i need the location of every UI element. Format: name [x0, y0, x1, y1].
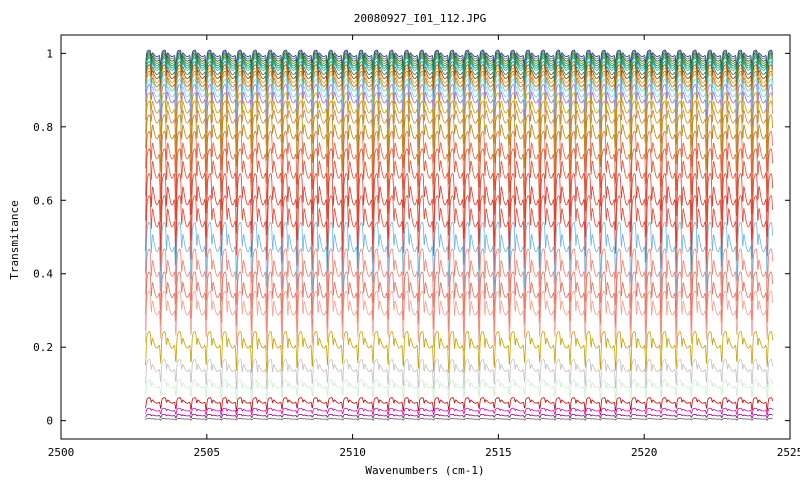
spectrum-series-line — [145, 413, 773, 419]
y-tick-label: 0.2 — [33, 341, 53, 354]
spectrum-series-line — [145, 51, 773, 71]
plot-frame — [60, 34, 791, 440]
y-tick-label: 1 — [46, 47, 53, 60]
spectrum-series-line — [145, 58, 773, 89]
x-tick-label: 2515 — [485, 446, 512, 459]
spectrum-series-line — [145, 407, 773, 416]
spectrum-series-line — [145, 359, 773, 390]
x-tick-label: 2500 — [48, 446, 75, 459]
spectrum-series-line — [145, 418, 773, 421]
x-tick-label: 2510 — [339, 446, 366, 459]
y-axis: 0 0.2 0.4 0.6 0.8 1 — [33, 47, 790, 428]
x-tick-label: 2505 — [194, 446, 221, 459]
spectrum-series-line — [145, 74, 773, 117]
spectrum-series-line — [145, 331, 773, 374]
spectrum-series-line — [145, 53, 773, 78]
spectrum-series-line — [145, 84, 773, 131]
x-axis-label: Wavenumbers (cm-1) — [365, 464, 484, 477]
y-tick-label: 0.8 — [33, 121, 53, 134]
spectrum-series-line — [145, 70, 773, 111]
spectrum-series-line — [145, 148, 773, 223]
spectrum-series-line — [145, 56, 773, 85]
spectrum-series-line — [145, 49, 773, 67]
chart-title: 20080927_I01_112.JPG — [354, 12, 486, 25]
spectrum-series-line — [145, 379, 773, 401]
spectrum-series-line — [145, 79, 773, 124]
spectrum-series-line — [145, 64, 773, 100]
spectrum-series-line — [145, 397, 773, 412]
x-tick-label: 2525 — [777, 446, 800, 459]
spectrum-series-line — [145, 67, 773, 105]
y-tick-label: 0.4 — [33, 268, 53, 281]
spectrum-series-line — [145, 290, 773, 352]
spectrum-series-line — [145, 92, 773, 144]
spectrum-series-line — [145, 61, 773, 95]
x-tick-label: 2520 — [631, 446, 658, 459]
y-tick-label: 0 — [46, 415, 53, 428]
spectrum-series-line — [145, 173, 773, 252]
spectrum-series-line — [145, 221, 773, 297]
series-layer — [145, 49, 773, 421]
spectrum-series-line — [145, 100, 773, 157]
y-axis-label: Transmitance — [8, 200, 21, 279]
spectrum-series-line — [145, 248, 773, 318]
spectrum-series-line — [145, 52, 773, 74]
spectrum-series-line — [145, 271, 773, 337]
x-axis: 2500 2505 2510 2515 2520 2525 — [48, 35, 800, 459]
y-tick-label: 0.6 — [33, 194, 53, 207]
spectrum-series-line — [145, 114, 773, 175]
spectrum-series-line — [145, 195, 773, 275]
spectrum-series-line — [145, 55, 773, 82]
spectrum-series-line — [145, 131, 773, 201]
